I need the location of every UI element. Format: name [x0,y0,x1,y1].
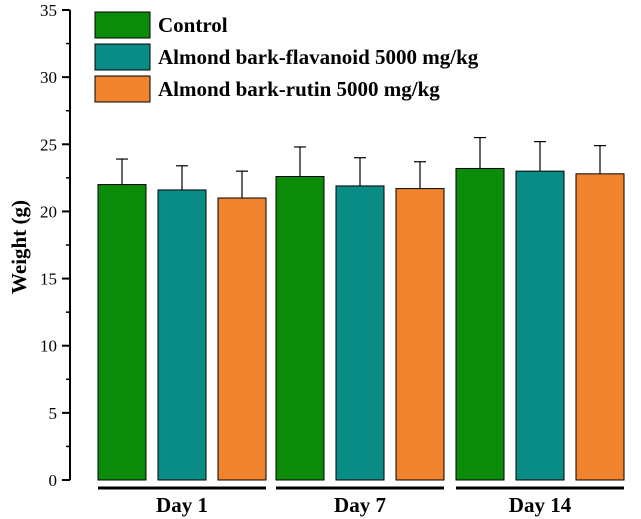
y-tick-label: 20 [40,202,57,221]
y-tick-label: 15 [40,270,57,289]
bar [335,185,385,481]
y-tick-label: 10 [40,337,57,356]
bar [97,184,147,481]
legend-label: Almond bark-flavanoid 5000 mg/kg [158,45,479,69]
bar [217,197,267,481]
bar [395,188,445,481]
y-tick-label: 30 [40,68,57,87]
legend-label: Almond bark-rutin 5000 mg/kg [158,77,440,101]
bars [97,136,625,481]
legend: Control Almond bark-flavanoid 5000 mg/kg A… [94,11,479,103]
bar [455,167,505,481]
y-tick-label: 25 [40,135,57,154]
y-tick-label: 35 [40,1,57,20]
legend-swatch [94,11,151,39]
category-label: Day 14 [509,493,572,517]
category-label: Day 1 [156,493,208,517]
legend-swatch [94,43,151,71]
axes: 0 5 10 15 20 25 30 35 Day 1 Day 7 Day 14 [40,1,624,517]
y-tick-label: 0 [49,471,58,490]
y-axis-title: Weight (g) [7,200,31,294]
bar [157,189,207,481]
legend-swatch [94,75,151,103]
category-label: Day 7 [334,493,386,517]
legend-label: Control [158,13,228,37]
y-tick-label: 5 [49,404,58,423]
bar [275,176,325,481]
bar [515,170,565,481]
bar [575,173,625,481]
